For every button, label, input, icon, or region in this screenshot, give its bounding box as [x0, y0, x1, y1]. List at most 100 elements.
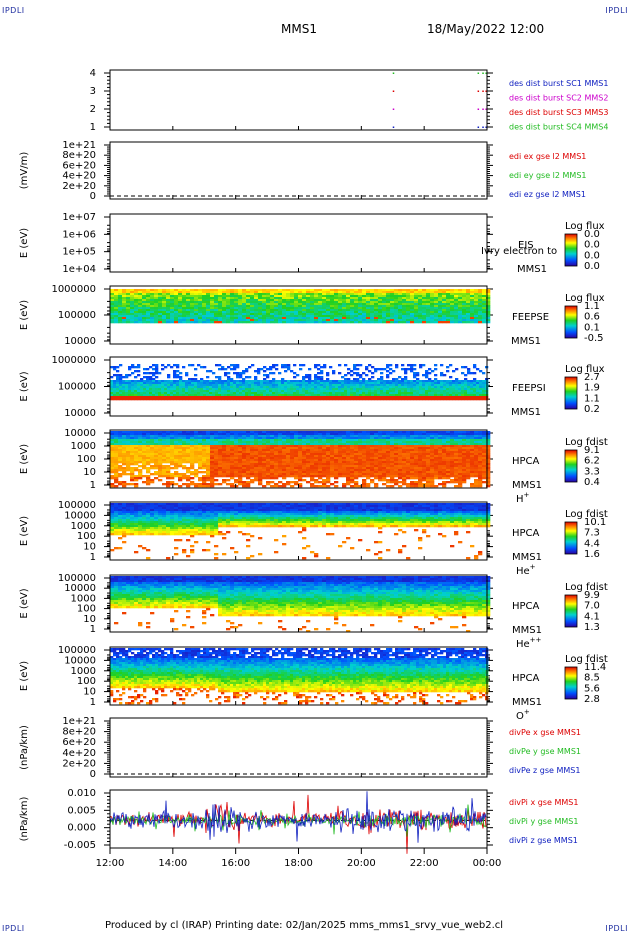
panel5-heat-cell [470, 396, 474, 399]
panel5-heat-cell [473, 396, 477, 399]
panel4-heat-cell [482, 307, 487, 310]
panel4-heat-cell [150, 315, 155, 318]
panel4-heat-cell [234, 313, 239, 316]
panel5-heat-cell [431, 392, 435, 395]
panel5-heat-cell [170, 398, 174, 401]
panel5-heat-cell [401, 382, 405, 385]
panel4-heat-cell [242, 299, 247, 302]
panel4-heat-cell [166, 299, 171, 302]
panel5-heat-cell [272, 394, 276, 397]
panel6-heat-cell [194, 457, 199, 460]
panel5-heat-cell [344, 394, 348, 397]
panel6-heat-cell [310, 433, 315, 436]
panel4-heat-cell [342, 301, 347, 304]
panel4-heat-cell [158, 297, 163, 300]
panel4-heat-cell [302, 309, 307, 312]
panel5-heat-cell [314, 390, 318, 393]
panel4-heat-cell [258, 309, 263, 312]
panel5-heat-cell [215, 384, 219, 387]
panel4-heat-cell [210, 305, 215, 308]
panel5-heat-cell [167, 376, 171, 379]
panel5-heat-cell [314, 396, 318, 399]
panel5-heat-cell [434, 378, 438, 381]
panel4-heat-cell [122, 315, 127, 318]
panel11-ylabel: (nPa/km) [19, 797, 30, 842]
panel6-heat-cell [274, 451, 279, 454]
panel6-heat-cell [286, 449, 291, 452]
panel4-heat-cell [318, 295, 323, 298]
panel4-heat-cell [118, 295, 123, 298]
panel4-heat-cell [358, 299, 363, 302]
panel5-heat-cell [389, 396, 393, 399]
panel6-heat-cell [130, 435, 135, 438]
panel4-heat-cell [238, 321, 243, 324]
panel5-heat-cell [320, 384, 324, 387]
panel5-heat-cell [452, 388, 456, 391]
panel4-heat-cell [182, 301, 187, 304]
panel6-heat-cell [218, 433, 223, 436]
panel4-heat-cell [422, 301, 427, 304]
panel6-heat-cell [178, 465, 183, 468]
panel4-heat-cell [346, 303, 351, 306]
panel6-heat-cell [234, 435, 239, 438]
panel6-heat-cell [202, 479, 207, 482]
panel5-heat-cell [161, 394, 165, 397]
panel4-heat-cell [390, 303, 395, 306]
panel6-heat-cell [114, 471, 119, 474]
panel5-heat-cell [425, 372, 429, 375]
panel4-heat-cell [486, 317, 491, 320]
panel4-ytick-label: 100000 [58, 310, 96, 321]
panel4-heat-cell [178, 313, 183, 316]
panel6-heat-cell [134, 463, 139, 466]
panel5-heat-cell [269, 386, 273, 389]
panel6-heat-cell [270, 467, 275, 470]
panel4-heat-cell [414, 307, 419, 310]
panel4-heat-cell [226, 289, 231, 292]
panel5-heat-cell [161, 382, 165, 385]
panel11-legend-entry: divPi x gse MMS1 [509, 798, 578, 807]
panel6-heat-cell [302, 467, 307, 470]
panel5-heat-cell [125, 398, 129, 401]
panel4-heat-cell [314, 309, 319, 312]
panel4-heat-cell [394, 315, 399, 318]
panel6-heat-cell [126, 461, 131, 464]
panel6-heat-cell [114, 463, 119, 466]
panel6-heat-cell [218, 431, 223, 434]
panel5-heat-cell [245, 386, 249, 389]
panel4-heat-cell [194, 299, 199, 302]
panel5-heat-cell [257, 398, 261, 401]
panel6-heat-cell [170, 431, 175, 434]
panel4-heat-cell [374, 321, 379, 324]
panel4-heat-cell [466, 307, 471, 310]
panel6-heat-cell [262, 441, 267, 444]
panel5-heat-cell [401, 396, 405, 399]
panel4-heat-cell [270, 313, 275, 316]
panel4-heat-cell [186, 291, 191, 294]
panel4-heat-cell [454, 311, 459, 314]
panel4-heat-cell [486, 321, 491, 324]
panel4-heat-cell [406, 321, 411, 324]
panel4-heat-cell [402, 317, 407, 320]
panel6-heat-cell [118, 481, 123, 484]
panel6-heat-cell [150, 453, 155, 456]
panel6-heat-cell [226, 461, 231, 464]
panel6-heat-cell [150, 439, 155, 442]
panel5-heat-cell [446, 398, 450, 401]
panel4-heat-cell [202, 313, 207, 316]
panel6-heat-cell [174, 463, 179, 466]
panel4-heat-cell [138, 291, 143, 294]
panel4-heat-cell [410, 315, 415, 318]
panel5-heat-cell [293, 390, 297, 393]
panel6-heat-cell [274, 463, 279, 466]
panel6-heat-cell [294, 465, 299, 468]
panel4-heat-cell [478, 311, 483, 314]
panel4-heat-cell [438, 319, 443, 322]
panel4-heat-cell [402, 299, 407, 302]
panel5-heat-cell [179, 384, 183, 387]
panel4-heat-cell [278, 293, 283, 296]
panel5-heat-cell [143, 396, 147, 399]
panel4-heat-cell [254, 317, 259, 320]
panel6-heat-cell [194, 439, 199, 442]
panel6-heat-cell [126, 439, 131, 442]
panel4-heat-cell [378, 309, 383, 312]
